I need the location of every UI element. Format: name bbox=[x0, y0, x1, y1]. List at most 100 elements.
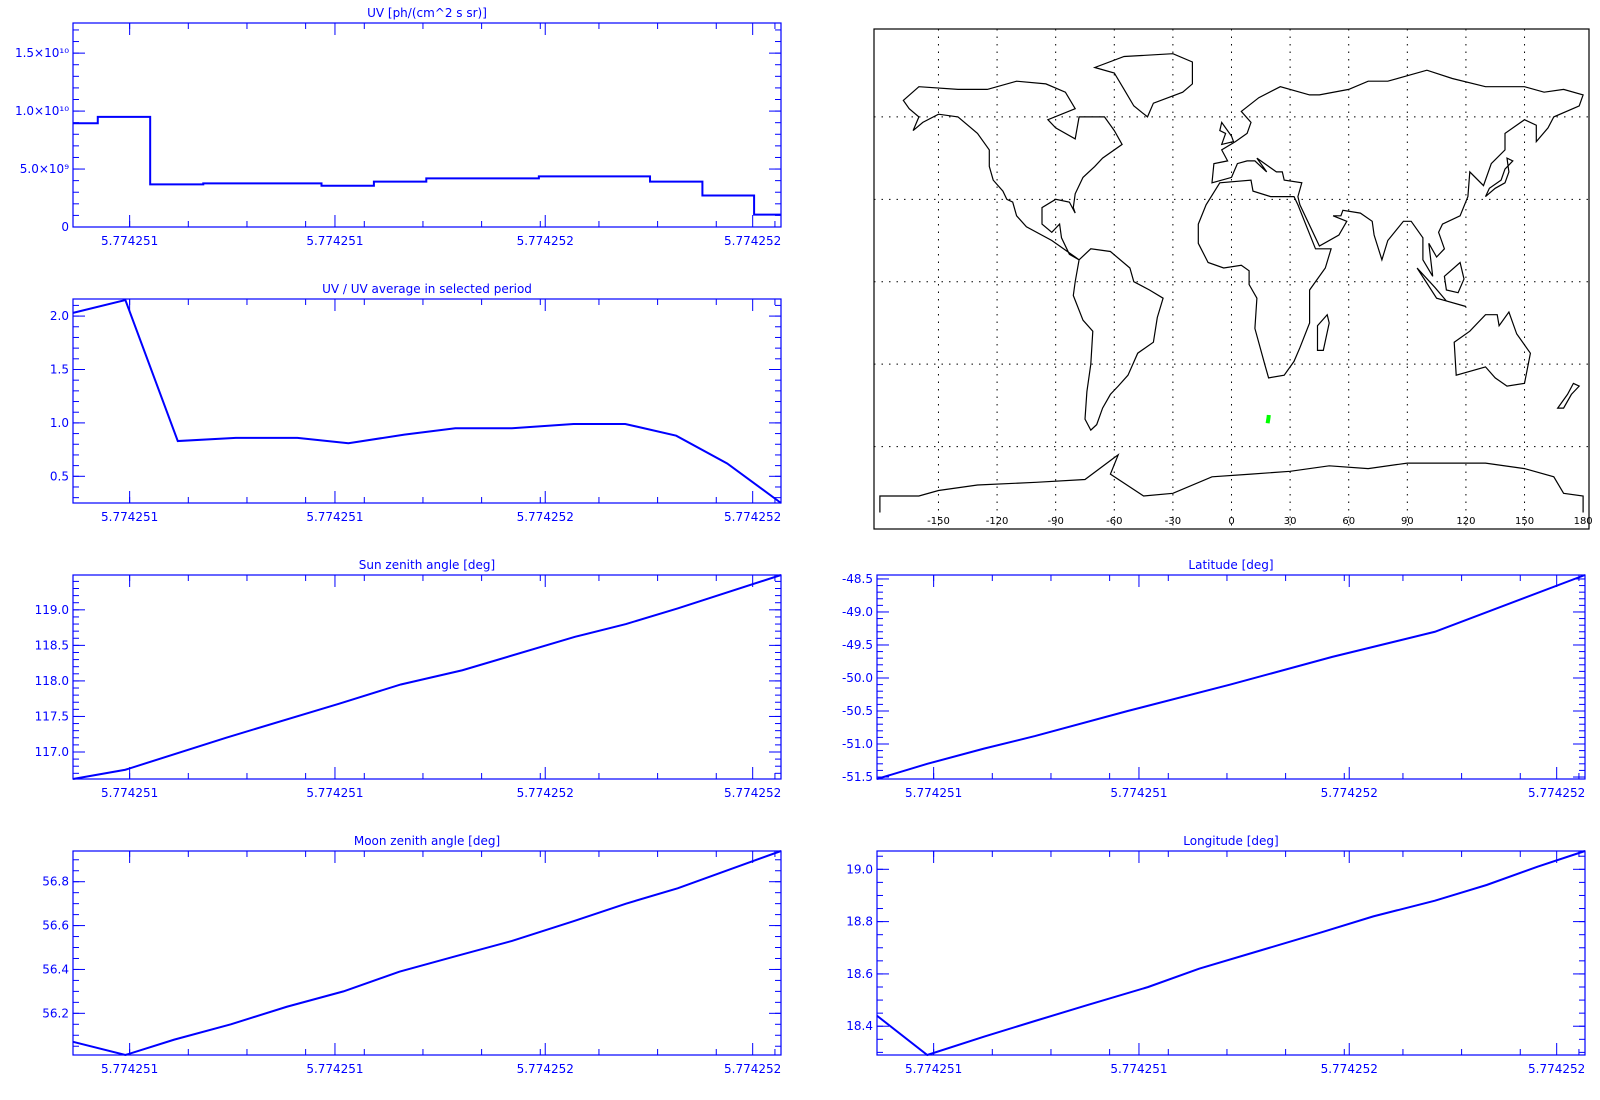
y-tick-label: 119.0 bbox=[35, 603, 69, 617]
chart-moon: Moon zenith angle [deg] 56.2 56.4 56.6 56.8 5… bbox=[42, 834, 782, 1076]
map-frame bbox=[873, 28, 1590, 530]
lon-tick-label: 60 bbox=[1342, 516, 1355, 527]
x-tick-label: 5.774252 bbox=[517, 510, 574, 524]
satellite-track bbox=[1265, 414, 1271, 424]
series-line bbox=[73, 115, 781, 216]
y-tick-label: 19.0 bbox=[846, 862, 873, 876]
coastline-africa bbox=[1197, 179, 1332, 379]
y-tick-label: -48.5 bbox=[842, 572, 873, 586]
y-tick-label: 0.5 bbox=[50, 469, 69, 483]
y-tick-label: 1.5 bbox=[50, 362, 69, 376]
x-tick-label: 5.774252 bbox=[1321, 1062, 1378, 1076]
chart-ratio: UV / UV average in selected period 0.5 1.0… bbox=[50, 282, 782, 524]
chart-title: Sun zenith angle [deg] bbox=[359, 558, 495, 572]
x-tick-label: 5.774251 bbox=[306, 786, 363, 800]
x-tick-label: 5.774252 bbox=[1528, 786, 1585, 800]
y-tick-label: 118.5 bbox=[35, 638, 69, 652]
lon-tick-label: 120 bbox=[1456, 516, 1475, 527]
lon-tick-label: -60 bbox=[1106, 516, 1122, 527]
plot-frame bbox=[876, 850, 1586, 1056]
y-tick-label: -50.0 bbox=[842, 671, 873, 685]
coastline-greenland bbox=[1092, 53, 1193, 118]
x-tick-label: 5.774251 bbox=[306, 234, 363, 248]
coastline-antarctica bbox=[879, 453, 1584, 513]
y-tick-label: -49.0 bbox=[842, 605, 873, 619]
chart-uv: UV [ph/(cm^2 s sr)] 0 5.0×10⁹ 1.0×10¹⁰ 1.5×1… bbox=[15, 6, 782, 248]
y-tick-label: 1.5×10¹⁰ bbox=[15, 46, 69, 60]
x-tick-label: 5.774252 bbox=[517, 1062, 574, 1076]
x-tick-label: 5.774251 bbox=[306, 510, 363, 524]
x-tick-label: 5.774251 bbox=[905, 1062, 962, 1076]
series-line bbox=[72, 298, 782, 504]
x-tick-label: 5.774251 bbox=[101, 1062, 158, 1076]
y-tick-label: 117.0 bbox=[35, 745, 69, 759]
y-tick-label: -50.5 bbox=[842, 704, 873, 718]
coastline-uk bbox=[1219, 120, 1235, 146]
y-tick-label: -49.5 bbox=[842, 638, 873, 652]
y-tick-label: 0 bbox=[61, 220, 69, 234]
lon-tick-label: 0 bbox=[1228, 516, 1234, 527]
y-tick-label: 1.0 bbox=[50, 416, 69, 430]
y-tick-label: 2.0 bbox=[50, 309, 69, 323]
y-tick-label: 1.0×10¹⁰ bbox=[15, 104, 69, 118]
lon-tick-label: 90 bbox=[1401, 516, 1414, 527]
y-tick-label: -51.0 bbox=[842, 737, 873, 751]
coastline-australia bbox=[1453, 310, 1532, 387]
coastline-madagascar bbox=[1316, 313, 1330, 351]
y-tick-label: 56.2 bbox=[42, 1006, 69, 1020]
chart-sun: Sun zenith angle [deg] 117.0 117.5 118.0 118… bbox=[35, 558, 782, 800]
coastline-south-america bbox=[1072, 248, 1164, 432]
series-line bbox=[72, 574, 782, 780]
coastline-japan bbox=[1484, 157, 1514, 198]
y-tick-label: 18.8 bbox=[846, 915, 873, 929]
x-tick-label: 5.774252 bbox=[1528, 1062, 1585, 1076]
plot-frame bbox=[72, 850, 782, 1056]
y-tick-label: -51.5 bbox=[842, 770, 873, 784]
x-tick-label: 5.774251 bbox=[101, 234, 158, 248]
x-tick-label: 5.774251 bbox=[101, 510, 158, 524]
chart-title: Moon zenith angle [deg] bbox=[354, 834, 500, 848]
x-tick-label: 5.774251 bbox=[101, 786, 158, 800]
x-tick-label: 5.774252 bbox=[517, 786, 574, 800]
x-tick-label: 5.774251 bbox=[905, 786, 962, 800]
y-tick-label: 56.6 bbox=[42, 919, 69, 933]
chart-title: Longitude [deg] bbox=[1183, 834, 1278, 848]
chart-lat: Latitude [deg] -51.5 -51.0 -50.5 -50.0 -49.5 -… bbox=[842, 558, 1586, 800]
coastline-eurasia bbox=[1211, 69, 1584, 277]
coastline-new-zealand bbox=[1556, 382, 1581, 409]
x-tick-label: 5.774251 bbox=[306, 1062, 363, 1076]
y-tick-label: 118.0 bbox=[35, 674, 69, 688]
lon-tick-label: -90 bbox=[1048, 516, 1064, 527]
plot-frame bbox=[876, 574, 1586, 780]
y-tick-label: 5.0×10⁹ bbox=[20, 162, 69, 176]
lon-tick-label: -30 bbox=[1165, 516, 1181, 527]
lon-tick-label: 30 bbox=[1284, 516, 1297, 527]
world-map: -150 -120 -90 -60 -30 0 30 60 90 120 150 180 bbox=[873, 28, 1593, 530]
coastline-north-america bbox=[902, 80, 1123, 261]
series-line bbox=[876, 574, 1586, 780]
lon-tick-label: 150 bbox=[1515, 516, 1534, 527]
x-tick-label: 5.774252 bbox=[724, 510, 781, 524]
x-tick-label: 5.774251 bbox=[1110, 1062, 1167, 1076]
lon-tick-label: 180 bbox=[1574, 516, 1593, 527]
plot-frame bbox=[72, 298, 782, 504]
series-line bbox=[876, 850, 1586, 1057]
y-tick-label: 56.4 bbox=[42, 962, 69, 976]
x-tick-label: 5.774252 bbox=[1321, 786, 1378, 800]
y-tick-label: 18.4 bbox=[846, 1019, 873, 1033]
chart-title: UV / UV average in selected period bbox=[322, 282, 532, 296]
x-tick-label: 5.774252 bbox=[517, 234, 574, 248]
chart-title: Latitude [deg] bbox=[1188, 558, 1273, 572]
chart-lon: Longitude [deg] 18.4 18.6 18.8 19.0 5.774251 5… bbox=[846, 834, 1586, 1076]
x-tick-label: 5.774252 bbox=[724, 234, 781, 248]
y-tick-label: 18.6 bbox=[846, 967, 873, 981]
series-line bbox=[72, 850, 782, 1057]
chart-title: UV [ph/(cm^2 s sr)] bbox=[367, 6, 487, 20]
coastline-indonesia bbox=[1416, 267, 1467, 308]
plot-frame bbox=[72, 574, 782, 780]
x-tick-label: 5.774252 bbox=[724, 1062, 781, 1076]
x-tick-label: 5.774252 bbox=[724, 786, 781, 800]
plot-frame bbox=[72, 22, 782, 228]
lon-tick-label: -120 bbox=[986, 516, 1009, 527]
